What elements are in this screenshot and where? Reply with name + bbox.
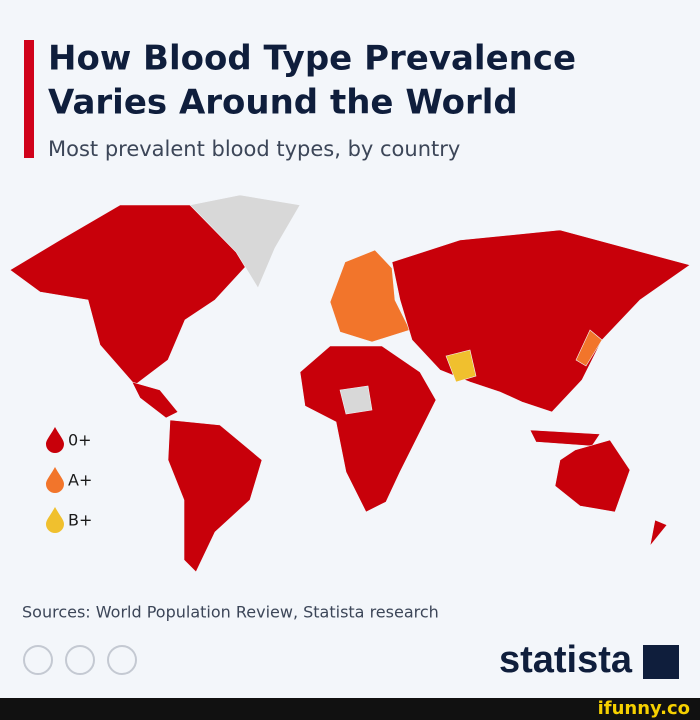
- legend-label: 0+: [68, 431, 92, 450]
- legend-drop: [46, 467, 64, 493]
- license-icons: [23, 645, 137, 675]
- greenland: [189, 194, 301, 289]
- brand: statista: [499, 639, 633, 681]
- watermark-bar: [0, 698, 700, 720]
- africa: [299, 345, 437, 513]
- new-zealand: [649, 519, 668, 547]
- japan: [575, 329, 603, 367]
- subtitle: Most prevalent blood types, by country: [48, 137, 460, 161]
- legend-drop: [46, 507, 64, 533]
- sources: Sources: World Population Review, Statis…: [22, 603, 439, 622]
- europe: [329, 249, 411, 343]
- legend: 0+ A+ B+: [46, 427, 92, 533]
- watermark: ifunny.co: [598, 698, 690, 719]
- title-line: Varies Around the World: [48, 83, 518, 123]
- asia: [391, 229, 691, 413]
- indonesia: [529, 429, 601, 447]
- north-america: [9, 204, 251, 386]
- africa-no-data: [339, 385, 373, 415]
- title-line: How Blood Type Prevalence: [48, 39, 576, 79]
- legend-drop: [46, 427, 64, 453]
- pakistan: [445, 349, 477, 383]
- brand-logo: [643, 645, 679, 679]
- south-america: [167, 419, 263, 573]
- legend-label: B+: [68, 511, 92, 530]
- world-map: [9, 194, 691, 573]
- legend-label: A+: [68, 471, 92, 490]
- title-accent: [24, 40, 34, 158]
- australia: [554, 439, 631, 513]
- central-america: [131, 381, 179, 419]
